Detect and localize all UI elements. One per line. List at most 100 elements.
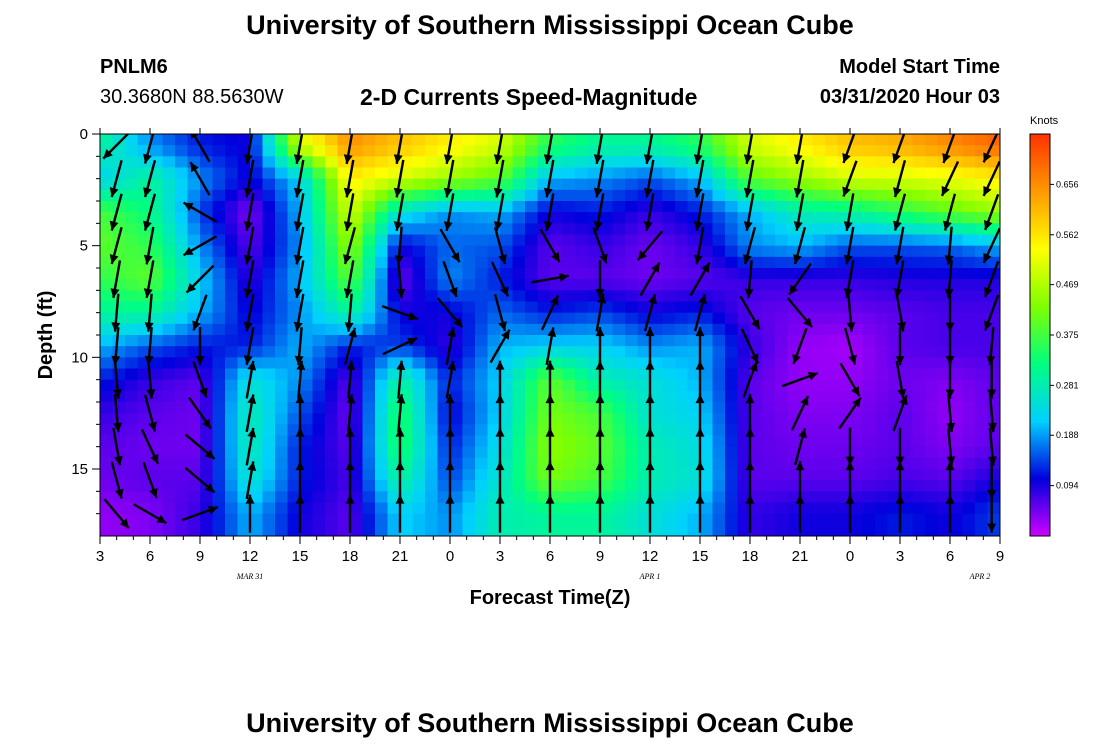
heatmap-cell xyxy=(837,245,851,258)
heatmap-cell xyxy=(575,268,589,280)
heatmap-cell xyxy=(900,413,914,425)
heatmap-cell xyxy=(450,189,464,202)
heatmap-cell xyxy=(137,301,151,314)
heatmap-cell xyxy=(750,491,764,504)
heatmap-cell xyxy=(925,167,939,180)
heatmap-cell xyxy=(187,290,201,303)
heatmap-cell xyxy=(375,178,389,191)
heatmap-cell xyxy=(275,312,289,325)
heatmap-cell xyxy=(950,145,964,157)
heatmap-cell xyxy=(737,201,751,213)
heatmap-cell xyxy=(437,212,451,224)
heatmap-cell xyxy=(887,256,901,269)
heatmap-cell xyxy=(750,312,764,325)
heatmap-cell xyxy=(437,268,451,280)
heatmap-cell xyxy=(225,245,239,258)
heatmap-cell xyxy=(937,368,951,381)
heatmap-cell xyxy=(750,268,764,280)
heatmap-cell xyxy=(975,346,989,358)
heatmap-cell xyxy=(375,469,389,481)
heatmap-cell xyxy=(812,513,826,526)
heatmap-cell xyxy=(700,279,714,291)
heatmap-cell xyxy=(812,402,826,414)
heatmap-cell xyxy=(400,480,414,492)
heatmap-cell xyxy=(512,357,526,370)
heatmap-cell xyxy=(687,201,701,213)
heatmap-cell xyxy=(337,178,351,191)
heatmap-cell xyxy=(325,312,339,325)
heatmap-cell xyxy=(437,189,451,202)
heatmap-cell xyxy=(762,346,776,358)
heatmap-cell xyxy=(100,379,114,392)
heatmap-cell xyxy=(825,301,839,314)
heatmap-cell xyxy=(700,234,714,247)
current-vector xyxy=(346,394,356,433)
heatmap-cell xyxy=(950,502,964,515)
heatmap-cell xyxy=(325,390,339,403)
heatmap-cell xyxy=(787,156,801,169)
heatmap-cell xyxy=(550,480,564,492)
heatmap-cell xyxy=(925,457,939,470)
heatmap-cell xyxy=(162,189,176,202)
heatmap-cell xyxy=(587,156,601,169)
heatmap-cell xyxy=(612,491,626,504)
heatmap-cell xyxy=(850,413,864,425)
heatmap-cell xyxy=(612,201,626,213)
heatmap-cell xyxy=(350,480,364,492)
heatmap-cell xyxy=(900,212,914,224)
heatmap-cell xyxy=(250,134,264,146)
heatmap-cell xyxy=(300,189,314,202)
heatmap-cell xyxy=(187,368,201,381)
heatmap-cell xyxy=(500,134,514,146)
heatmap-cell xyxy=(937,279,951,291)
heatmap-cell xyxy=(925,189,939,202)
heatmap-cell xyxy=(912,335,926,347)
heatmap-cell xyxy=(262,491,276,504)
heatmap-cell xyxy=(212,424,226,437)
heatmap-cell xyxy=(712,357,726,370)
heatmap-cell xyxy=(950,201,964,213)
heatmap-cell xyxy=(812,201,826,213)
heatmap-cell xyxy=(487,279,501,291)
heatmap-cell xyxy=(187,245,201,258)
heatmap-cell xyxy=(350,279,364,291)
heatmap-cell xyxy=(612,446,626,459)
heatmap-cell xyxy=(625,491,639,504)
heatmap-cell xyxy=(137,212,151,224)
heatmap-cell xyxy=(987,491,1000,504)
heatmap-cell xyxy=(612,390,626,403)
heatmap-cell xyxy=(887,145,901,157)
heatmap-cell xyxy=(775,379,789,392)
heatmap-cell xyxy=(475,212,489,224)
heatmap-cell xyxy=(200,323,214,336)
heatmap-cell xyxy=(412,524,426,536)
heatmap-cell xyxy=(750,134,764,146)
heatmap-cell xyxy=(762,201,776,213)
heatmap-cell xyxy=(437,145,451,157)
heatmap-cell xyxy=(437,245,451,258)
heatmap-cell xyxy=(187,513,201,526)
heatmap-cell xyxy=(562,368,576,381)
heatmap-cell xyxy=(375,424,389,437)
heatmap-cell xyxy=(400,457,414,470)
station-coordinates: 30.3680N 88.5630W xyxy=(100,86,284,108)
heatmap-cell xyxy=(175,480,189,492)
heatmap-cell xyxy=(462,513,476,526)
colorbar-tick-label: 0.562 xyxy=(1056,230,1079,240)
heatmap-cell xyxy=(850,312,864,325)
heatmap-cell xyxy=(475,335,489,347)
heatmap-cell xyxy=(862,279,876,291)
heatmap-cell xyxy=(875,335,889,347)
current-vector xyxy=(743,193,755,232)
heatmap-cell xyxy=(275,145,289,157)
heatmap-cell xyxy=(162,256,176,269)
heatmap-cell xyxy=(612,156,626,169)
heatmap-cell xyxy=(137,469,151,481)
heatmap-cell xyxy=(175,402,189,414)
heatmap-cell xyxy=(125,167,139,180)
heatmap-cell xyxy=(925,335,939,347)
heatmap-cell xyxy=(712,424,726,437)
heatmap-cell xyxy=(362,368,376,381)
heatmap-cell xyxy=(425,245,439,258)
heatmap-cell xyxy=(387,446,401,459)
